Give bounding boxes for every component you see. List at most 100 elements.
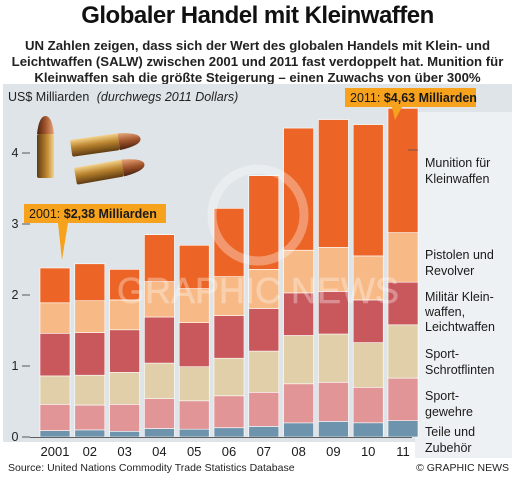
y-tick-label: 0 [12, 430, 19, 444]
legend-militaer-line-3: Leichtwaffen [425, 320, 495, 334]
bar-segment-munition-02 [74, 263, 106, 301]
subtitle: UN Zahlen zeigen, dass sich der Wert des… [0, 38, 515, 86]
bar-11 [387, 108, 419, 438]
bar-segment-munition-11 [387, 108, 419, 233]
bar-segment-pistolen-07 [248, 269, 280, 309]
bar-segment-schrotflinten-07 [248, 350, 280, 393]
legend-sportgewehre-line-1: Sport- [425, 389, 459, 403]
page-title: Globaler Handel mit Kleinwaffen [81, 2, 434, 29]
legend-militaer-label: Militär Klein- waffen, Leichtwaffen [424, 290, 497, 334]
legend-militaer-line-1: Militär Klein- [425, 290, 494, 304]
bar-segment-pistolen-04 [144, 281, 175, 318]
callout-2011: 2011: $4,63 Milliarden [345, 88, 477, 120]
bar-segment-militaer-07 [248, 308, 280, 352]
cartridge-icon [37, 116, 54, 178]
bar-segment-munition-06 [213, 208, 245, 277]
bar-segment-teile-02 [74, 429, 106, 438]
bar-segment-munition-05 [178, 245, 210, 289]
x-tick-label: 03 [117, 444, 131, 459]
svg-text:2001: $2,38 Milliarden: 2001: $2,38 Milliarden [29, 207, 157, 221]
bar-segment-munition-08 [283, 127, 314, 251]
bar-segment-militaer-04 [144, 316, 175, 364]
bar-segment-militaer-10 [352, 299, 384, 343]
y-axis: 0 1 2 3 4 [12, 146, 30, 444]
x-tick-label: 05 [187, 444, 201, 459]
y-axis-title-note: (durchwegs 2011 Dollars) [97, 90, 239, 104]
bar-segment-militaer-05 [178, 322, 210, 368]
subtitle-line-2: Leichtwaffen (SALW) zwischen 2001 und 20… [11, 54, 504, 69]
bar-segment-teile-07 [248, 426, 280, 438]
bar-segment-sportgewehre-10 [352, 386, 384, 424]
bar-segment-teile-05 [178, 428, 210, 438]
bar-segment-sportgewehre-05 [178, 400, 210, 430]
bar-segment-militaer-03 [109, 329, 140, 373]
bar-segment-teile-03 [109, 430, 140, 438]
x-tick-label: 2001 [41, 444, 70, 459]
bar-segment-pistolen-06 [213, 276, 245, 316]
svg-text:2011: $4,63 Milliarden: 2011: $4,63 Milliarden [350, 91, 477, 105]
callout-2001-value: $2,38 Milliarden [64, 207, 157, 221]
legend-pistolen-label: Pistolen und Revolver [425, 248, 497, 278]
source-note: Source: United Nations Commodity Trade S… [8, 462, 295, 474]
bar-segment-sportgewehre-2001 [39, 403, 71, 431]
x-tick-label: 04 [152, 444, 166, 459]
legend-militaer-line-2: waffen, [424, 305, 465, 319]
bar-segment-teile-06 [213, 427, 245, 438]
bar-segment-teile-09 [318, 421, 349, 438]
bar-segment-sportgewehre-11 [387, 377, 419, 422]
bar-segment-schrotflinten-04 [144, 362, 175, 400]
credit: © GRAPHIC NEWS [416, 462, 509, 474]
bar-07 [248, 175, 280, 438]
bar-segment-pistolen-08 [283, 250, 314, 294]
bar-segment-schrotflinten-2001 [39, 375, 71, 405]
bar-segment-teile-04 [144, 428, 175, 438]
bars [39, 108, 419, 438]
bar-segment-sportgewehre-04 [144, 398, 175, 429]
watermark: GRAPHIC NEWS [117, 164, 399, 311]
bar-06 [213, 208, 245, 438]
callout-2001: 2001: $2,38 Milliarden [24, 204, 166, 260]
y-tick-label: 3 [12, 217, 19, 231]
subtitle-line-3: Kleinwaffen sah die größte Steigerung – … [34, 70, 481, 85]
y-axis-title: US$ Milliarden (durchwegs 2011 Dollars) [8, 90, 238, 104]
y-tick-label: 4 [12, 146, 19, 160]
bar-segment-schrotflinten-10 [352, 342, 384, 388]
legend-munition-line-1: Munition für [425, 156, 490, 170]
bar-segment-sportgewehre-07 [248, 391, 280, 427]
legend-schrotflinten-line-2: Schrotflinten [425, 363, 495, 377]
bar-2001 [39, 267, 71, 438]
x-tick-label: 02 [83, 444, 97, 459]
legend-teile-label: Teile und Zubehör [425, 425, 479, 455]
x-tick-label: 11 [396, 444, 410, 459]
bar-segment-munition-07 [248, 175, 280, 270]
callout-2001-prefix: 2001: [29, 207, 64, 221]
x-tick-label: 09 [326, 444, 340, 459]
x-tick-label: 08 [291, 444, 305, 459]
legend-teile-line-1: Teile und [425, 425, 475, 439]
bar-10 [352, 124, 384, 438]
legend-sportgewehre-label: Sport- gewehre [425, 389, 473, 419]
bar-08 [283, 127, 314, 438]
watermark-text: GRAPHIC NEWS [117, 270, 399, 311]
x-tick-label: 07 [257, 444, 271, 459]
bar-segment-pistolen-03 [109, 299, 140, 331]
bar-segment-schrotflinten-05 [178, 366, 210, 402]
bar-04 [144, 234, 175, 438]
bar-segment-sportgewehre-02 [74, 404, 106, 431]
bar-segment-schrotflinten-06 [213, 357, 245, 397]
callout-2011-value: $4,63 Milliarden [384, 91, 477, 105]
subtitle-line-1: UN Zahlen zeigen, dass sich der Wert des… [24, 38, 491, 53]
bar-segment-schrotflinten-09 [318, 333, 349, 383]
bar-segment-schrotflinten-02 [74, 374, 106, 406]
x-axis: 2001 02 03 04 05 06 07 08 09 10 11 [30, 437, 412, 459]
legend-schrotflinten-line-1: Sport- [425, 347, 459, 361]
x-tick-label: 06 [222, 444, 236, 459]
bar-segment-pistolen-11 [387, 232, 419, 283]
bar-segment-munition-03 [109, 269, 140, 301]
legend: Munition für Kleinwaffen Pistolen und Re… [408, 149, 497, 455]
y-tick-label: 1 [12, 359, 19, 373]
bar-segment-sportgewehre-08 [283, 383, 314, 424]
bar-segment-munition-04 [144, 234, 175, 282]
bar-segment-militaer-2001 [39, 332, 71, 377]
